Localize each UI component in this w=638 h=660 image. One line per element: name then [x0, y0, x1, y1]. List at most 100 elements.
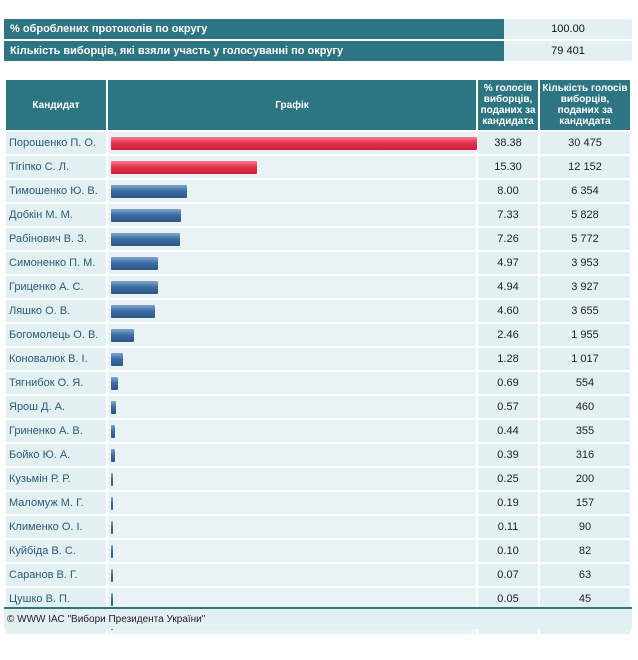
- candidate-name: Коновалюк В. І.: [6, 348, 106, 370]
- footer: © WWW ІАС "Вибори Президента України": [4, 607, 632, 629]
- candidate-percent: 0.11: [478, 516, 538, 538]
- candidate-graph-cell: [108, 372, 476, 394]
- candidate-votes: 63: [540, 564, 630, 586]
- candidate-graph-cell: [108, 588, 476, 610]
- table-row: Куйбіда В. С. 0.10 82: [6, 540, 630, 562]
- vote-bar: [111, 521, 113, 534]
- candidate-votes: 90: [540, 516, 630, 538]
- table-row: Саранов В. Г. 0.07 63: [6, 564, 630, 586]
- candidate-graph-cell: [108, 516, 476, 538]
- candidate-percent: 0.25: [478, 468, 538, 490]
- candidate-name: Клименко О. І.: [6, 516, 106, 538]
- candidate-graph-cell: [108, 468, 476, 490]
- candidate-votes: 460: [540, 396, 630, 418]
- candidate-percent: 7.33: [478, 204, 538, 226]
- candidate-graph-cell: [108, 180, 476, 202]
- vote-bar: [111, 329, 134, 342]
- candidate-votes: 5 828: [540, 204, 630, 226]
- vote-bar: [111, 569, 113, 582]
- vote-bar: [111, 449, 115, 462]
- candidate-graph-cell: [108, 420, 476, 442]
- candidate-votes: 1 955: [540, 324, 630, 346]
- candidate-percent: 0.44: [478, 420, 538, 442]
- candidate-percent: 15.30: [478, 156, 538, 178]
- header-percent: % голосів виборців, поданих за кандидата: [478, 80, 538, 130]
- vote-bar: [111, 305, 155, 318]
- candidate-name: Кузьмін Р. Р.: [6, 468, 106, 490]
- vote-bar: [111, 209, 181, 222]
- candidate-graph-cell: [108, 492, 476, 514]
- candidate-graph-cell: [108, 228, 476, 250]
- candidate-percent: 0.07: [478, 564, 538, 586]
- candidate-graph-cell: [108, 324, 476, 346]
- candidate-votes: 355: [540, 420, 630, 442]
- candidate-name: Гриценко А. С.: [6, 276, 106, 298]
- candidate-name: Саранов В. Г.: [6, 564, 106, 586]
- vote-bar: [111, 593, 113, 606]
- summary-protocols-value: 100.00: [504, 19, 632, 39]
- summary-voters-value: 79 401: [504, 41, 632, 61]
- vote-bar: [111, 185, 187, 198]
- table-row: Ляшко О. В. 4.60 3 655: [6, 300, 630, 322]
- header-graph: Графік: [108, 80, 476, 130]
- candidate-percent: 2.46: [478, 324, 538, 346]
- candidate-name: Ляшко О. В.: [6, 300, 106, 322]
- candidate-name: Куйбіда В. С.: [6, 540, 106, 562]
- candidate-votes: 554: [540, 372, 630, 394]
- table-row: Клименко О. І. 0.11 90: [6, 516, 630, 538]
- candidate-votes: 3 655: [540, 300, 630, 322]
- candidate-name: Ярош Д. А.: [6, 396, 106, 418]
- summary-table: % оброблених протоколів по округу 100.00…: [4, 17, 632, 63]
- candidate-name: Добкін М. М.: [6, 204, 106, 226]
- candidate-votes: 30 475: [540, 132, 630, 154]
- table-row: Симоненко П. М. 4.97 3 953: [6, 252, 630, 274]
- candidate-votes: 3 927: [540, 276, 630, 298]
- summary-voters-label: Кількість виборців, які взяли участь у г…: [4, 41, 504, 61]
- candidate-graph-cell: [108, 204, 476, 226]
- candidate-percent: 0.19: [478, 492, 538, 514]
- candidate-votes: 3 953: [540, 252, 630, 274]
- candidate-name: Гриненко А. В.: [6, 420, 106, 442]
- candidate-percent: 0.05: [478, 588, 538, 610]
- candidate-votes: 82: [540, 540, 630, 562]
- candidate-votes: 157: [540, 492, 630, 514]
- table-row: Коновалюк В. І. 1.28 1 017: [6, 348, 630, 370]
- summary-row-protocols: % оброблених протоколів по округу 100.00: [4, 19, 632, 39]
- table-row: Кузьмін Р. Р. 0.25 200: [6, 468, 630, 490]
- candidate-votes: 200: [540, 468, 630, 490]
- candidate-graph-cell: [108, 252, 476, 274]
- table-row: Бойко Ю. А. 0.39 316: [6, 444, 630, 466]
- candidate-graph-cell: [108, 540, 476, 562]
- candidate-percent: 0.10: [478, 540, 538, 562]
- results-header-row: Кандидат Графік % голосів виборців, пода…: [6, 80, 630, 130]
- vote-bar: [111, 473, 113, 486]
- candidate-name: Бойко Ю. А.: [6, 444, 106, 466]
- candidate-percent: 1.28: [478, 348, 538, 370]
- candidate-graph-cell: [108, 156, 476, 178]
- table-row: Тягнибок О. Я. 0.69 554: [6, 372, 630, 394]
- table-row: Ярош Д. А. 0.57 460: [6, 396, 630, 418]
- candidate-graph-cell: [108, 276, 476, 298]
- candidate-name: Тягнибок О. Я.: [6, 372, 106, 394]
- candidate-percent: 0.69: [478, 372, 538, 394]
- table-row: Маломуж М. Г. 0.19 157: [6, 492, 630, 514]
- vote-bar: [111, 425, 115, 438]
- candidate-graph-cell: [108, 300, 476, 322]
- candidate-graph-cell: [108, 396, 476, 418]
- header-candidate: Кандидат: [6, 80, 106, 130]
- table-row: Гриненко А. В. 0.44 355: [6, 420, 630, 442]
- vote-bar: [111, 161, 257, 174]
- vote-bar: [111, 377, 118, 390]
- candidate-graph-cell: [108, 348, 476, 370]
- candidate-graph-cell: [108, 444, 476, 466]
- summary-row-voters: Кількість виборців, які взяли участь у г…: [4, 41, 632, 61]
- vote-bar: [111, 137, 477, 150]
- candidate-percent: 4.60: [478, 300, 538, 322]
- table-row: Тимошенко Ю. В. 8.00 6 354: [6, 180, 630, 202]
- candidate-name: Богомолець О. В.: [6, 324, 106, 346]
- candidate-votes: 45: [540, 588, 630, 610]
- candidate-votes: 12 152: [540, 156, 630, 178]
- candidate-name: Порошенко П. О.: [6, 132, 106, 154]
- candidate-votes: 316: [540, 444, 630, 466]
- table-row: Порошенко П. О. 38.38 30 475: [6, 132, 630, 154]
